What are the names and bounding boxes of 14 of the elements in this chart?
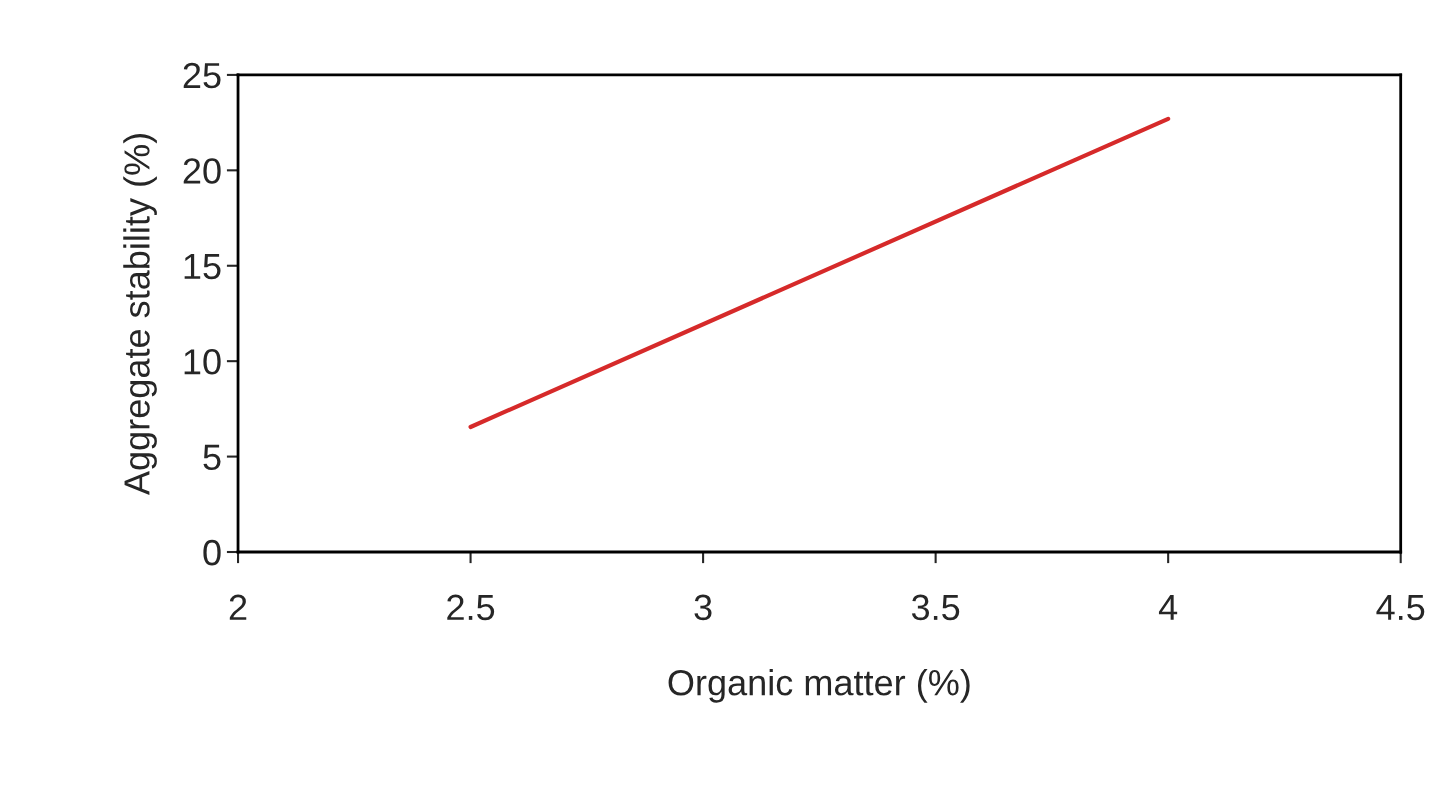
y-tick-label: 15 (184, 253, 221, 280)
y-tick-label: 0 (203, 539, 221, 566)
y-tick-label: 20 (183, 158, 221, 184)
x-tick-label: 4 (1158, 594, 1178, 620)
y-tick-label: 5 (203, 444, 221, 471)
y-tick-label: 25 (183, 62, 221, 89)
y-axis-title: Aggregate stability (%) (123, 134, 157, 496)
x-tick-label: 3 (694, 594, 712, 621)
x-tick-label: 3.5 (911, 594, 960, 621)
x-axis-title: Organic matter (%) (668, 669, 970, 703)
y-tick-label: 10 (184, 349, 221, 375)
x-tick-label: 2.5 (447, 594, 495, 621)
x-tick-label: 4.5 (1376, 594, 1425, 621)
x-tick-label: 2 (229, 594, 247, 620)
